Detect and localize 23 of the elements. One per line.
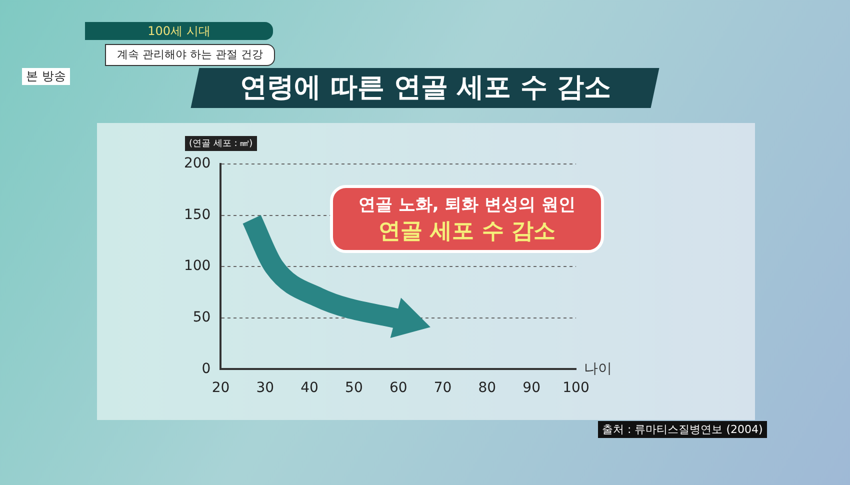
text: 계속 관리해야 하는 관절 건강: [105, 44, 275, 66]
x-tick-label: 100: [562, 380, 590, 396]
x-tick-label: 70: [434, 380, 452, 396]
x-tick-label: 80: [478, 380, 496, 396]
annotation: 연골 노화, 퇴화 변성의 원인: [357, 194, 577, 216]
annotation: 연골 세포 수 감소: [378, 218, 556, 246]
x-tick-label: 30: [256, 380, 274, 396]
x-tick-label: 60: [389, 380, 408, 396]
source-note: 출처 : 류마티스질병연보 (2004): [598, 421, 767, 438]
y-axis-title: (연골 세포 : ㎣): [185, 136, 257, 151]
x-tick-label: 20: [212, 380, 230, 396]
chart-title: 연령에 따른 연골 세포 수 감소: [240, 71, 610, 105]
x-axis-title: 나이: [584, 360, 612, 377]
x-tick-label: 50: [345, 380, 363, 396]
y-tick-label: 0: [202, 360, 211, 377]
y-tick-label: 150: [184, 206, 211, 223]
y-tick-label: 100: [184, 258, 211, 274]
y-tick-label: 200: [184, 156, 211, 172]
text: 본 방송: [22, 68, 70, 85]
y-tick-label: 50: [192, 310, 211, 326]
x-tick-label: 90: [522, 380, 541, 396]
text: 100세 시대: [85, 22, 273, 40]
x-tick-label: 40: [300, 380, 318, 396]
